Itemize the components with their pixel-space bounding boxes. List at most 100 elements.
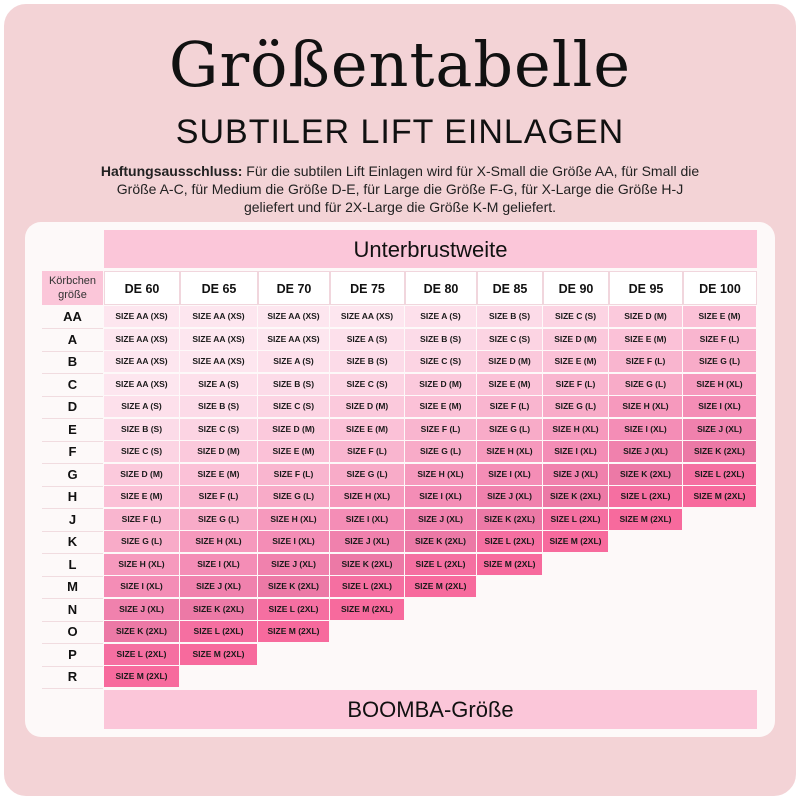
size-cell: SIZE J (XL): [609, 441, 682, 462]
size-cell: SIZE H (XL): [180, 531, 257, 552]
size-cell: SIZE L (2XL): [330, 576, 404, 597]
size-cell: SIZE B (S): [405, 328, 476, 350]
size-cell: SIZE H (XL): [609, 396, 682, 417]
size-cell: SIZE J (XL): [330, 531, 404, 552]
size-cell: SIZE D (M): [258, 418, 329, 440]
size-cell: SIZE AA (XS): [258, 306, 329, 327]
size-cell: SIZE K (2XL): [258, 576, 329, 597]
size-cell: SIZE B (S): [330, 351, 404, 372]
size-cell: SIZE D (M): [330, 396, 404, 417]
boomba-size-footer: BOOMBA-Größe: [104, 690, 757, 729]
size-cell: SIZE L (2XL): [104, 643, 179, 665]
size-cell: SIZE J (XL): [180, 576, 257, 597]
cup-size-label: G: [42, 464, 103, 487]
cup-size-label: A: [42, 329, 103, 352]
size-cell: SIZE A (S): [180, 373, 257, 395]
column-header: DE 75: [330, 271, 405, 305]
size-cell: SIZE AA (XS): [104, 373, 179, 395]
size-cell: SIZE D (M): [543, 328, 608, 350]
size-cell: SIZE AA (XS): [258, 328, 329, 350]
size-cell: SIZE E (M): [543, 351, 608, 372]
size-cell: SIZE I (XL): [258, 531, 329, 552]
disclaimer-text: Für die subtilen Lift Einlagen wird für …: [116, 163, 700, 215]
size-cell: SIZE M (2XL): [330, 598, 404, 620]
size-cell: SIZE I (XL): [104, 576, 179, 597]
disclaimer-label: Haftungsausschluss:: [100, 163, 243, 179]
size-cell: SIZE B (S): [104, 418, 179, 440]
size-cell: SIZE F (L): [405, 418, 476, 440]
column-header: DE 70: [258, 271, 330, 305]
size-cell: SIZE K (2XL): [405, 531, 476, 552]
size-cell: SIZE E (M): [258, 441, 329, 462]
size-cell: SIZE L (2XL): [683, 463, 756, 485]
size-cell: SIZE K (2XL): [683, 441, 756, 462]
column-header: DE 80: [405, 271, 477, 305]
cup-size-label: H: [42, 486, 103, 509]
size-cell: SIZE M (2XL): [609, 508, 682, 530]
cup-size-label: E: [42, 419, 103, 442]
size-cell: SIZE C (S): [258, 396, 329, 417]
size-cell: SIZE K (2XL): [180, 598, 257, 620]
size-cell: SIZE M (2XL): [104, 666, 179, 687]
size-cell: SIZE F (L): [258, 463, 329, 485]
size-cell: SIZE C (S): [405, 351, 476, 372]
size-cell: SIZE I (XL): [405, 486, 476, 507]
size-cell: SIZE M (2XL): [683, 486, 756, 507]
cup-size-label: F: [42, 441, 103, 464]
size-cell: SIZE B (S): [180, 396, 257, 417]
size-cell: SIZE E (M): [104, 486, 179, 507]
size-cell: SIZE J (XL): [477, 486, 542, 507]
cup-size-label: M: [42, 576, 103, 599]
size-cell: SIZE A (S): [330, 328, 404, 350]
size-cell: SIZE AA (XS): [180, 306, 257, 327]
size-cell: SIZE I (XL): [609, 418, 682, 440]
page-subtitle: SUBTILER LIFT EINLAGEN: [175, 113, 625, 151]
size-cell: SIZE C (S): [477, 328, 542, 350]
cup-size-label: D: [42, 396, 103, 419]
size-cell: SIZE AA (XS): [180, 351, 257, 372]
size-cell: SIZE G (L): [543, 396, 608, 417]
size-cell: SIZE D (M): [609, 306, 682, 327]
page-title: Größentabelle: [168, 28, 632, 101]
size-cell: SIZE AA (XS): [104, 306, 179, 327]
size-cell: SIZE H (XL): [104, 553, 179, 575]
size-cell: SIZE K (2XL): [543, 486, 608, 507]
size-cell: SIZE I (XL): [477, 463, 542, 485]
size-cell: SIZE L (2XL): [180, 621, 257, 642]
size-cell: SIZE AA (XS): [104, 328, 179, 350]
size-cell: SIZE AA (XS): [180, 328, 257, 350]
size-cell: SIZE AA (XS): [104, 351, 179, 372]
size-cell: SIZE E (M): [683, 306, 756, 327]
size-cell: SIZE G (L): [609, 373, 682, 395]
size-cell: SIZE C (S): [180, 418, 257, 440]
size-cell: SIZE J (XL): [258, 553, 329, 575]
underbust-header: Unterbrustweite: [104, 230, 757, 268]
size-cell: SIZE G (L): [683, 351, 756, 372]
size-cell: SIZE AA (XS): [330, 306, 404, 327]
size-cell: SIZE A (S): [258, 351, 329, 372]
cup-size-label: AA: [42, 306, 103, 329]
size-cell: SIZE C (S): [330, 373, 404, 395]
size-cell: SIZE E (M): [180, 463, 257, 485]
size-cell: SIZE L (2XL): [258, 598, 329, 620]
size-cell: SIZE F (L): [683, 328, 756, 350]
size-cell: SIZE M (2XL): [543, 531, 608, 552]
cup-size-label: B: [42, 351, 103, 374]
size-cell: SIZE I (XL): [330, 508, 404, 530]
size-cell: SIZE H (XL): [477, 441, 542, 462]
size-cell: SIZE F (L): [180, 486, 257, 507]
size-cell: SIZE F (L): [609, 351, 682, 372]
cup-size-label: K: [42, 531, 103, 554]
size-cell: SIZE K (2XL): [609, 463, 682, 485]
size-cell: SIZE L (2XL): [543, 508, 608, 530]
size-cell: SIZE A (S): [104, 396, 179, 417]
size-cell: SIZE H (XL): [683, 373, 756, 395]
size-cell: SIZE L (2XL): [477, 531, 542, 552]
size-cell: SIZE B (S): [477, 306, 542, 327]
size-cell: SIZE L (2XL): [609, 486, 682, 507]
size-cell: SIZE G (L): [477, 418, 542, 440]
cup-size-label: N: [42, 599, 103, 622]
size-cell: SIZE I (XL): [683, 396, 756, 417]
size-cell: SIZE L (2XL): [405, 553, 476, 575]
column-header: DE 100: [683, 271, 757, 305]
